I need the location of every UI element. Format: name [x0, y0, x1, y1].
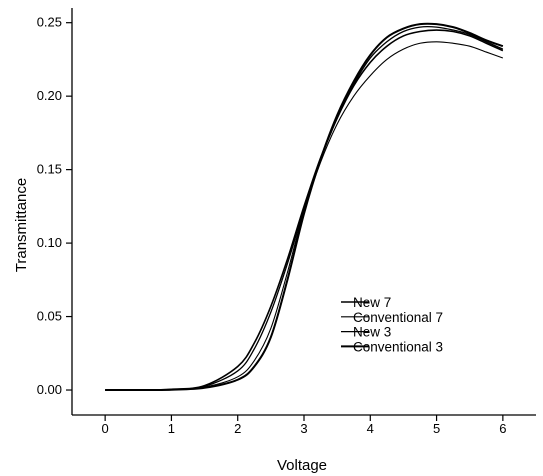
x-axis-label: Voltage [277, 457, 327, 474]
series-line-3 [105, 25, 504, 391]
x-tick-label: 1 [168, 421, 175, 436]
x-tick-label: 6 [499, 421, 506, 436]
y-tick-label: 0.00 [37, 382, 62, 397]
y-tick-label: 0.10 [37, 235, 62, 250]
y-tick-label: 0.15 [37, 162, 62, 177]
x-tick-label: 0 [102, 421, 109, 436]
x-tick-label: 4 [367, 421, 374, 436]
x-tick-label: 2 [234, 421, 241, 436]
legend-label: New 7 [353, 295, 391, 310]
legend-label: Conventional 3 [353, 339, 443, 354]
x-tick-label: 5 [433, 421, 440, 436]
y-tick-label: 0.20 [37, 88, 62, 103]
ticks: 0 1 2 3 4 5 6 0.00 0.05 0.10 0.15 0.20 0.25 [37, 15, 507, 436]
series-line-4 [105, 22, 504, 392]
y-tick-label: 0.05 [37, 309, 62, 324]
y-tick-label: 0.25 [37, 15, 62, 30]
series-line-2 [105, 41, 504, 391]
series-lines [105, 22, 504, 392]
legend-label: Conventional 7 [353, 310, 443, 325]
legend-label: New 3 [353, 325, 391, 340]
y-axis-label: Transmittance [13, 178, 30, 272]
x-tick-label: 3 [300, 421, 307, 436]
